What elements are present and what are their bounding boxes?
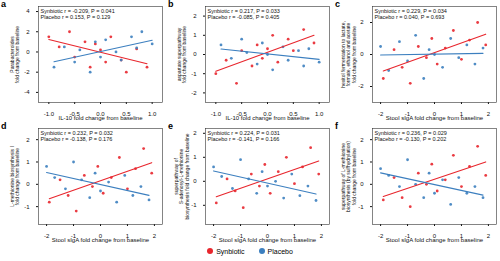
svg-text:2: 2 — [153, 233, 157, 239]
svg-text:1: 1 — [193, 32, 197, 38]
svg-text:Synbiotic r = 0.217, P = 0.033: Synbiotic r = 0.217, P = 0.033Placebo r … — [208, 8, 280, 20]
svg-text:Stool sIgA fold change from ba: Stool sIgA fold change from baseline — [219, 237, 317, 243]
svg-text:-2: -2 — [358, 83, 364, 89]
svg-text:Stool sIgA fold change from ba: Stool sIgA fold change from baseline — [386, 237, 484, 243]
html-text:a: a — [1, 0, 6, 9]
svg-text:-2: -2 — [378, 111, 384, 117]
svg-text:-2: -2 — [24, 69, 30, 75]
svg-text:0: 0 — [26, 49, 30, 55]
svg-text:Stool sIgA fold change from ba: Stool sIgA fold change from baseline — [52, 237, 150, 243]
html-text:c: c — [335, 0, 340, 9]
svg-text:Stool sIgA fold change from ba: Stool sIgA fold change from baseline — [386, 115, 484, 121]
svg-text:Synbiotic r = 0.236, P = 0.029: Synbiotic r = 0.236, P = 0.029Placebo r … — [375, 130, 447, 142]
svg-text:0: 0 — [193, 51, 197, 57]
svg-text:Synbiotic r = -0.209, P = 0.04: Synbiotic r = -0.209, P = 0.041Placebo r… — [41, 8, 115, 20]
svg-text:1: 1 — [360, 159, 364, 165]
svg-text:-1: -1 — [358, 204, 364, 210]
svg-text:-1: -1 — [191, 71, 197, 77]
svg-text:-2: -2 — [211, 233, 217, 239]
svg-text:Parabacteroidesfold change fro: Parabacteroidesfold change from baseline — [9, 26, 21, 83]
svg-text:IL-10 fold change from baselin: IL-10 fold change from baseline — [58, 115, 143, 121]
svg-text:0: 0 — [193, 178, 197, 184]
html-text:d: d — [1, 121, 7, 131]
svg-text:-1.0: -1.0 — [211, 111, 222, 117]
svg-text:Synbiotic r = 0.224, P = 0.031: Synbiotic r = 0.224, P = 0.031Placebo r … — [208, 130, 280, 142]
svg-text:2: 2 — [26, 29, 30, 35]
svg-text:1.0: 1.0 — [148, 111, 157, 117]
svg-text:L-methionine biosynthesis Ifol: L-methionine biosynthesis Ifold change f… — [9, 146, 21, 207]
html-text:f: f — [335, 121, 338, 131]
svg-text:0: 0 — [26, 181, 30, 187]
svg-text:aspartate superpathwayfold cha: aspartate superpathwayfold change from b… — [176, 26, 188, 83]
svg-text:-2: -2 — [378, 233, 384, 239]
svg-text:4: 4 — [26, 8, 30, 14]
svg-text:-2: -2 — [44, 233, 50, 239]
svg-text:2: 2 — [487, 111, 491, 117]
html-text:Synbiotic: Synbiotic — [216, 247, 245, 255]
svg-text:2: 2 — [360, 19, 364, 25]
svg-text:hexitol fermentation to lactat: hexitol fermentation to lactate,formate,… — [340, 21, 357, 88]
svg-text:superpathway of L-methioninebi: superpathway of L-methioninebiosynthesis… — [340, 141, 357, 212]
svg-text:-1: -1 — [191, 202, 197, 208]
svg-text:0: 0 — [360, 51, 364, 57]
html-text:e: e — [168, 121, 173, 131]
html-text:Placebo: Placebo — [267, 247, 293, 255]
svg-text:2: 2 — [320, 233, 324, 239]
svg-text:2: 2 — [26, 137, 30, 143]
svg-text:superpathway ofS-adenosyl-L-me: superpathway ofS-adenosyl-L-methioninebi… — [173, 133, 190, 219]
svg-text:1: 1 — [193, 154, 197, 160]
svg-text:-4: -4 — [24, 89, 30, 95]
svg-text:0: 0 — [360, 181, 364, 187]
svg-text:2: 2 — [487, 233, 491, 239]
html-text:b: b — [168, 0, 174, 9]
svg-text:Synbiotic r = 0.229, P = 0.034: Synbiotic r = 0.229, P = 0.034Placebo r … — [375, 8, 447, 20]
svg-text:-2: -2 — [191, 90, 197, 96]
svg-text:1: 1 — [26, 159, 30, 165]
svg-text:2: 2 — [193, 130, 197, 136]
svg-text:2: 2 — [360, 137, 364, 143]
svg-text:-1.0: -1.0 — [44, 111, 55, 117]
svg-text:2: 2 — [193, 13, 197, 19]
svg-text:-1: -1 — [24, 204, 30, 210]
svg-text:Synbiotic r = 0.232, P = 0.032: Synbiotic r = 0.232, P = 0.032Placebo r … — [41, 130, 113, 142]
svg-text:1.0: 1.0 — [315, 111, 324, 117]
svg-text:IL-10 fold change from baselin: IL-10 fold change from baseline — [225, 115, 310, 121]
